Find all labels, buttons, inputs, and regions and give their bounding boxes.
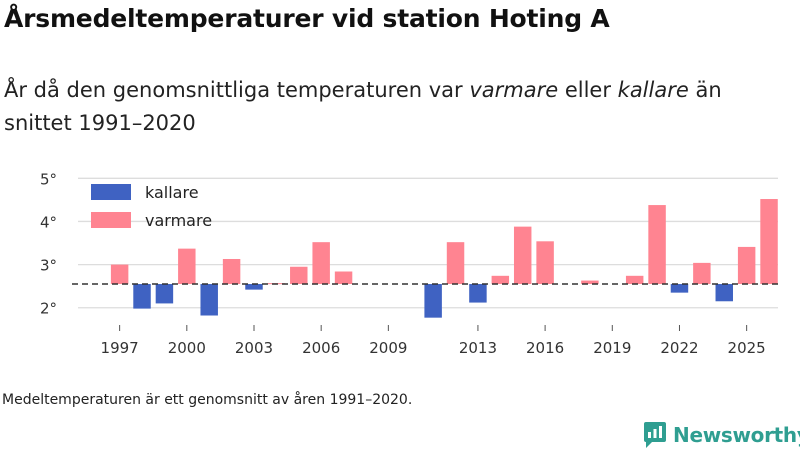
y-tick-label: 5° xyxy=(40,170,57,188)
y-tick-label: 3° xyxy=(40,257,57,275)
x-tick-label: 2003 xyxy=(235,339,273,357)
bar-2001 xyxy=(200,284,218,316)
x-tick-label: 2022 xyxy=(660,339,698,357)
bar-2021 xyxy=(648,205,666,285)
x-tick-label: 2016 xyxy=(526,339,564,357)
bar-2025 xyxy=(737,246,756,285)
y-axis-labels: 2° 3° 4° 5° xyxy=(40,170,57,317)
x-tick-label: 2013 xyxy=(459,339,497,357)
bar-2000 xyxy=(178,248,196,285)
legend-label-warmer: varmare xyxy=(145,211,212,230)
brand-name: Newsworthy xyxy=(673,423,800,447)
bar-2026 xyxy=(760,199,778,285)
bar-2020 xyxy=(625,275,644,285)
bar-chart: 2° 3° 4° 5° 1997 2000 2003 2006 2009 2013 2016 201… xyxy=(40,170,778,357)
brand-logo[interactable]: Newsworthy xyxy=(643,420,800,450)
y-tick-label: 4° xyxy=(40,213,57,231)
bar-2018 xyxy=(581,280,599,285)
footnote: Medeltemperaturen är ett genomsnitt av å… xyxy=(2,392,413,408)
x-tick-label: 2019 xyxy=(593,339,631,357)
bar-2014 xyxy=(491,275,510,285)
bar-2007 xyxy=(334,271,353,285)
x-tick-label: 1997 xyxy=(101,339,139,357)
x-tick-label: 2025 xyxy=(728,339,766,357)
subtitle-prefix: År då den genomsnittliga temperaturen va… xyxy=(4,78,470,102)
subtitle-warmer: varmare xyxy=(469,78,559,102)
subtitle-colder: kallare xyxy=(617,78,689,102)
legend-swatch-warmer xyxy=(91,212,131,228)
bar-2013 xyxy=(469,284,487,303)
chart-subtitle: År då den genomsnittliga temperaturen va… xyxy=(4,74,784,140)
bar-2024 xyxy=(715,284,733,302)
x-tick-label: 2009 xyxy=(369,339,407,357)
bar-1998 xyxy=(133,284,151,309)
subtitle-suffix: än snittet 1991–2020 xyxy=(4,78,722,135)
bar-2023 xyxy=(693,262,711,285)
bar-2006 xyxy=(312,242,330,285)
legend-label-colder: kallare xyxy=(145,183,199,202)
legend: kallare varmare xyxy=(91,183,212,230)
bar-2005 xyxy=(290,266,308,285)
bar-2012 xyxy=(446,242,465,285)
bar-2022 xyxy=(670,284,689,293)
newsworthy-logo-icon xyxy=(644,422,666,448)
bar-2011 xyxy=(424,284,442,318)
x-tick-label: 2000 xyxy=(168,339,206,357)
bar-2002 xyxy=(222,258,241,285)
legend-swatch-colder xyxy=(91,184,131,200)
x-axis: 1997 2000 2003 2006 2009 2013 2016 2019 2022 2025 xyxy=(101,325,766,357)
bar-1999 xyxy=(155,284,174,304)
bar-2003 xyxy=(245,284,263,290)
y-tick-label: 2° xyxy=(40,300,57,318)
x-tick-label: 2006 xyxy=(302,339,340,357)
bars xyxy=(110,199,778,318)
bar-2015 xyxy=(513,226,532,285)
bar-2016 xyxy=(536,241,554,285)
subtitle-middle: eller xyxy=(558,78,618,102)
bar-1997 xyxy=(110,264,129,285)
chart-title: Årsmedeltemperaturer vid station Hoting … xyxy=(4,4,610,33)
